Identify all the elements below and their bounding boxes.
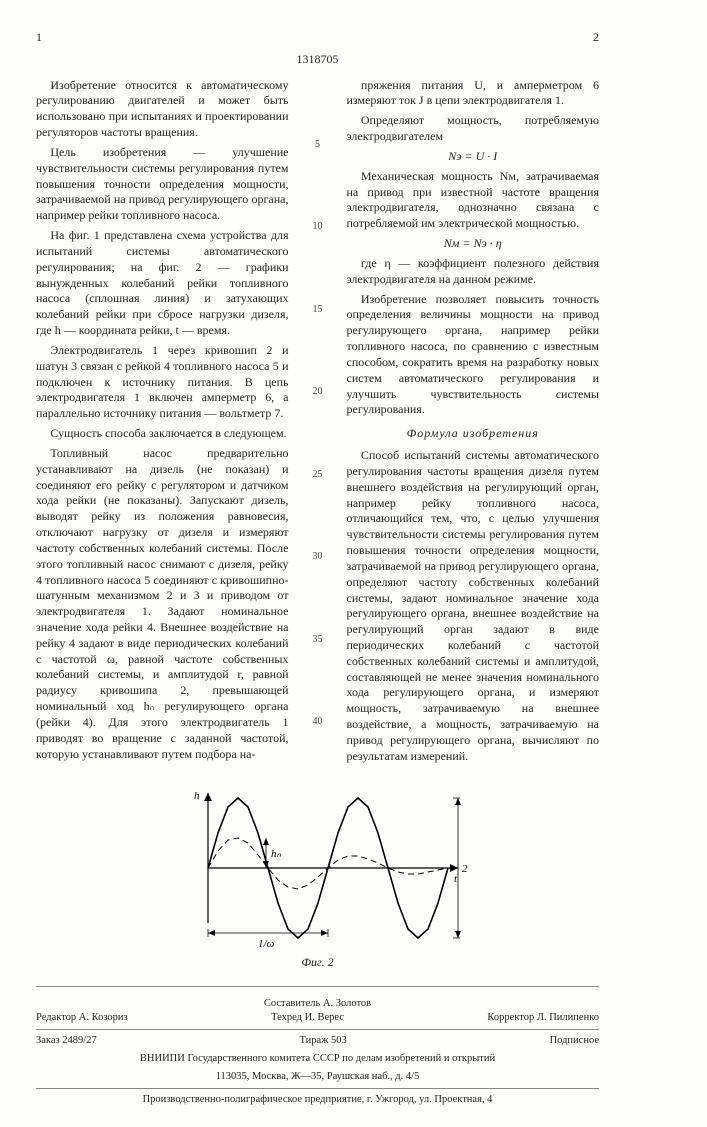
svg-text:2r: 2r	[462, 863, 468, 875]
line-num: 15	[313, 303, 323, 316]
para: Электродвигатель 1 через кривошип 2 и ша…	[36, 343, 289, 422]
line-num: 35	[313, 633, 323, 646]
para: На фиг. 1 представлена схема устройства …	[36, 228, 289, 339]
claim-text: Способ испытаний системы автоматического…	[347, 448, 600, 765]
imprint-footer: Составитель А. Золотов Редактор А. Козор…	[36, 986, 599, 1106]
subscribe: Подписное	[550, 1034, 599, 1048]
corrector: Корректор Л. Пилипенко	[487, 1011, 599, 1025]
para: Топливный насос предварительно устанавли…	[36, 446, 289, 763]
page-right: 2	[593, 30, 599, 46]
two-column-body: Изобретение относится к автоматическому …	[36, 78, 599, 769]
claim-title: Формула изобретения	[347, 426, 600, 442]
editor: Редактор А. Козориз	[36, 1011, 128, 1025]
line-num: 30	[313, 550, 323, 563]
column-left: Изобретение относится к автоматическому …	[36, 78, 289, 769]
para: Изобретение позволяет повысить точность …	[347, 292, 600, 419]
divider	[36, 1029, 599, 1030]
para: Механическая мощность Nм, затрачиваемая …	[347, 169, 600, 232]
line-number-gutter: 5 10 15 20 25 30 35 40	[311, 78, 325, 769]
order-no: Заказ 2489/27	[36, 1034, 97, 1048]
para: Цель изобретения — улучшение чувствитель…	[36, 145, 289, 224]
divider	[36, 1088, 599, 1089]
column-right: пряжения питания U, и амперметром 6 изме…	[347, 78, 600, 769]
figure-caption: Фиг. 2	[36, 955, 599, 971]
para: Определяют мощность, потребляемую электр…	[347, 113, 600, 145]
para: пряжения питания U, и амперметром 6 изме…	[347, 78, 600, 110]
line-num: 40	[313, 715, 323, 728]
tirazh: Тираж 503	[299, 1034, 346, 1048]
line-num: 5	[315, 138, 320, 151]
print-house: Производственно-полиграфическое предприя…	[36, 1093, 599, 1107]
tech-editor: Техред И. Верес	[271, 1011, 344, 1025]
figure-2: h t 1/ω hₙ 2r	[36, 783, 599, 953]
page-left: 1	[36, 30, 42, 46]
para: Сущность способа заключается в следующем…	[36, 426, 289, 442]
address: 113035, Москва, Ж—35, Раушская наб., д. …	[36, 1070, 599, 1084]
doc-number: 1318705	[36, 52, 599, 68]
formula: Nм = Nэ · η	[347, 236, 600, 252]
para: где η — коэффициент полезного действия э…	[347, 256, 600, 288]
oscillation-chart: h t 1/ω hₙ 2r	[168, 783, 468, 953]
formula: Nэ = U · I	[347, 149, 600, 165]
para: Изобретение относится к автоматическому …	[36, 78, 289, 141]
line-num: 25	[313, 468, 323, 481]
line-num: 20	[313, 385, 323, 398]
org: ВНИИПИ Государственного комитета СССР по…	[36, 1052, 599, 1066]
svg-text:h: h	[194, 790, 200, 802]
svg-text:t: t	[454, 873, 458, 885]
svg-text:1/ω: 1/ω	[258, 938, 275, 950]
line-num: 10	[313, 220, 323, 233]
svg-text:hₙ: hₙ	[271, 848, 282, 860]
